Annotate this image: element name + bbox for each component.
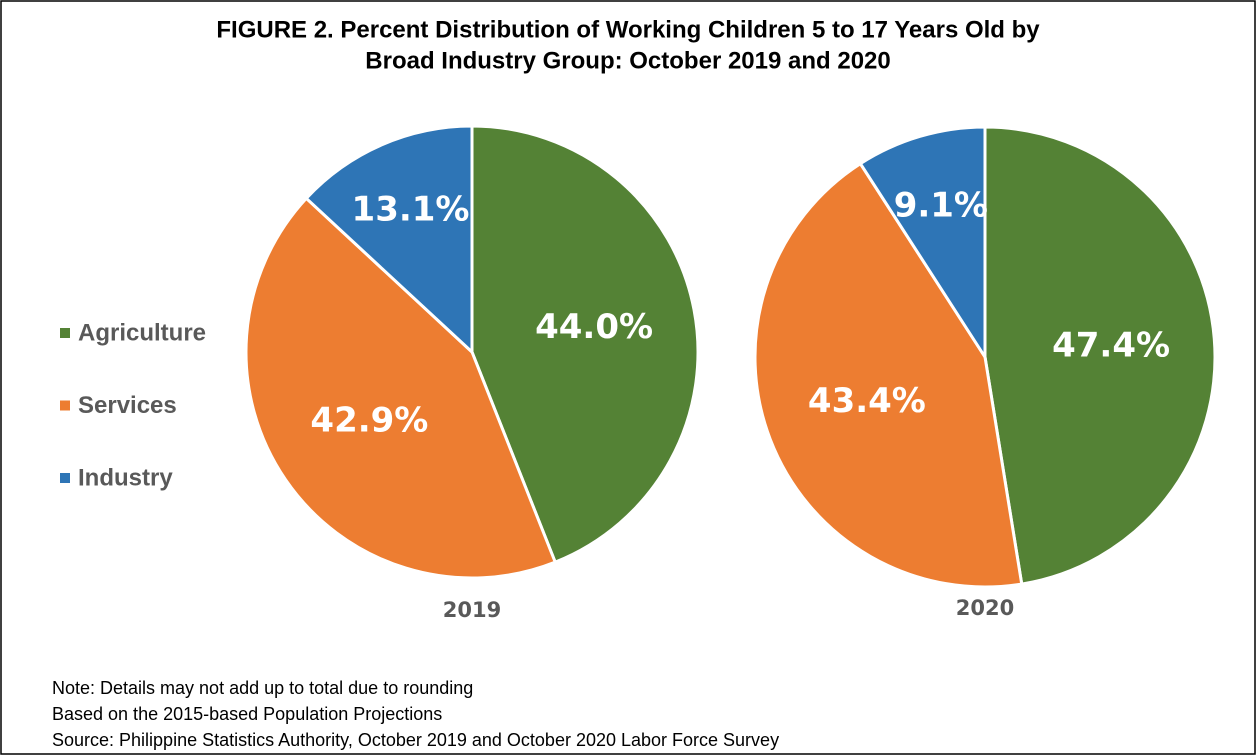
- pie-slice: [983, 125, 1217, 586]
- pie-slice: [244, 196, 558, 580]
- pie-slice: [753, 161, 1024, 589]
- value-label: 42.9%: [310, 401, 428, 441]
- legend-swatch: [60, 400, 70, 411]
- pie-slice: [858, 125, 987, 363]
- legend-swatch: [60, 328, 70, 338]
- value-label: 9.1%: [894, 185, 988, 225]
- note: Based on the 2015-based Population Proje…: [52, 704, 442, 724]
- legend-label: Industry: [78, 464, 173, 491]
- value-label: 44.0%: [535, 307, 653, 347]
- pie-label: 2019: [443, 598, 501, 622]
- note: Source: Philippine Statistics Authority,…: [52, 730, 779, 750]
- legend-label: Services: [78, 392, 177, 419]
- pie-label: 2020: [956, 596, 1014, 620]
- pie-slice: [470, 124, 700, 565]
- title-line: Broad Industry Group: October 2019 and 2…: [365, 47, 890, 74]
- pie-slice: [304, 124, 474, 356]
- value-label: 13.1%: [352, 190, 470, 230]
- legend-label: Agriculture: [78, 319, 206, 346]
- value-label: 43.4%: [808, 381, 926, 421]
- legend-swatch: [60, 473, 70, 483]
- value-label: 47.4%: [1052, 325, 1170, 365]
- note: Note: Details may not add up to total du…: [52, 678, 473, 698]
- title-line: FIGURE 2. Percent Distribution of Workin…: [216, 16, 1040, 43]
